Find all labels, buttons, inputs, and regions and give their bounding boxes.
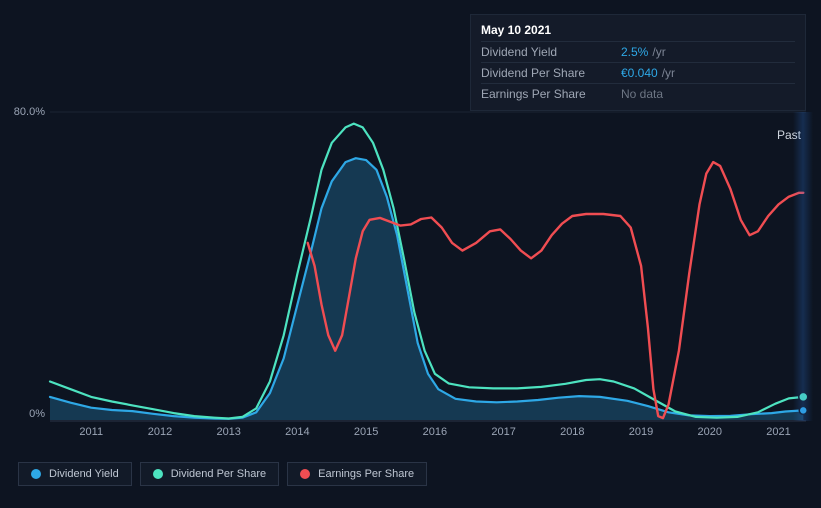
x-tick: 2014	[285, 426, 309, 438]
x-tick: 2013	[216, 426, 240, 438]
end-marker-yield	[799, 406, 807, 414]
tooltip-date: May 10 2021	[481, 21, 795, 41]
legend-label: Dividend Per Share	[171, 468, 266, 480]
dividend-chart: 80.0% 0% Past 20112012201320142015201620…	[0, 0, 821, 508]
x-tick: 2011	[79, 426, 103, 438]
x-axis: 2011 2012 2013 2014 2015 2016 2017 2018 2019 2020…	[50, 426, 806, 442]
past-label: Past	[777, 128, 801, 142]
x-tick: 2020	[698, 426, 722, 438]
tooltip-unit: /yr	[652, 45, 665, 59]
tooltip-value: No data	[621, 87, 663, 101]
x-tick: 2012	[148, 426, 172, 438]
x-tick: 2015	[354, 426, 378, 438]
tooltip-value: €0.040/yr	[621, 66, 675, 80]
x-tick: 2016	[423, 426, 447, 438]
tooltip-value: 2.5%/yr	[621, 45, 666, 59]
tooltip-key: Earnings Per Share	[481, 87, 621, 101]
y-axis-bottom-label: 0%	[29, 408, 45, 420]
x-tick: 2019	[629, 426, 653, 438]
legend-item-dividend-per-share[interactable]: Dividend Per Share	[140, 462, 279, 486]
legend-swatch	[153, 469, 163, 479]
legend-item-earnings-per-share[interactable]: Earnings Per Share	[287, 462, 427, 486]
tooltip: May 10 2021 Dividend Yield2.5%/yrDividen…	[470, 14, 806, 111]
tooltip-row: Earnings Per ShareNo data	[481, 83, 795, 104]
end-marker-dps	[799, 392, 808, 401]
tooltip-row: Dividend Per Share€0.040/yr	[481, 62, 795, 83]
tooltip-row: Dividend Yield2.5%/yr	[481, 41, 795, 62]
legend-label: Dividend Yield	[49, 468, 119, 480]
legend-swatch	[300, 469, 310, 479]
y-axis-top-label: 80.0%	[14, 106, 45, 118]
legend-label: Earnings Per Share	[318, 468, 414, 480]
x-tick: 2017	[491, 426, 515, 438]
x-tick: 2021	[766, 426, 790, 438]
legend: Dividend Yield Dividend Per Share Earnings…	[18, 462, 427, 486]
area-dividend-yield	[50, 158, 803, 420]
tooltip-key: Dividend Per Share	[481, 66, 621, 80]
x-tick: 2018	[560, 426, 584, 438]
legend-item-dividend-yield[interactable]: Dividend Yield	[18, 462, 132, 486]
tooltip-unit: /yr	[662, 66, 675, 80]
legend-swatch	[31, 469, 41, 479]
tooltip-key: Dividend Yield	[481, 45, 621, 59]
